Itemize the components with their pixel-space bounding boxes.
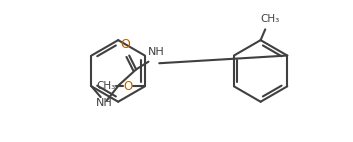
Text: NH: NH — [95, 98, 112, 108]
Text: O: O — [123, 80, 132, 93]
Text: CH₃: CH₃ — [260, 14, 280, 24]
Text: NH: NH — [148, 47, 164, 58]
Text: CH₃: CH₃ — [97, 81, 116, 91]
Text: O: O — [120, 38, 130, 51]
